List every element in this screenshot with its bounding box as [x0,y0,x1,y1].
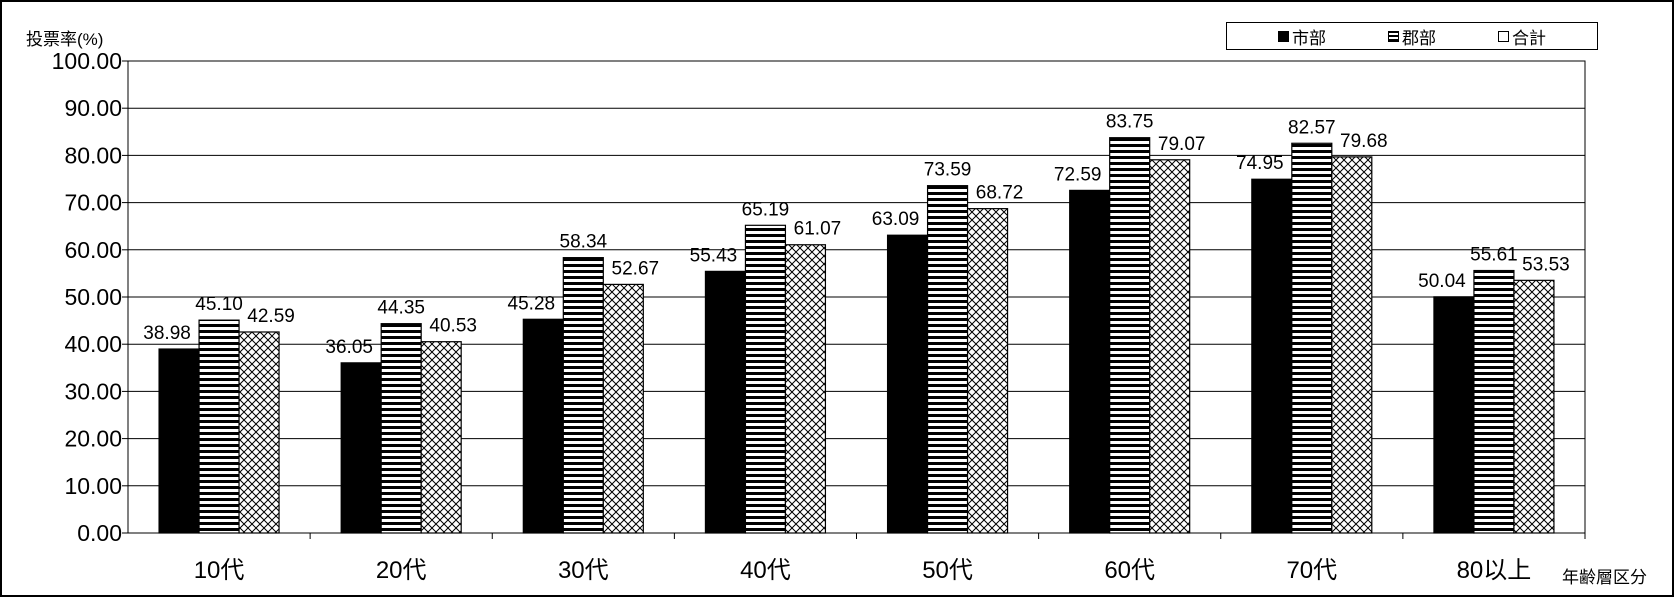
bar [784,244,827,534]
data-label: 55.61 [1470,245,1518,266]
solid-swatch-icon [1278,30,1289,42]
y-tick-label: 40.00 [64,331,122,357]
x-axis-title: 年齢層区分 [1562,568,1647,587]
data-label: 65.19 [742,199,790,220]
legend-item-total: 合計 [1498,24,1546,49]
x-axis: 10代 20代 30代 40代 50代 60代 70代 80以上 [194,533,1586,584]
bar [562,257,604,534]
bar [1513,279,1555,534]
bar [522,318,564,534]
data-label: 74.95 [1236,153,1284,174]
data-label: 58.34 [560,232,608,253]
data-label: 36.05 [325,337,373,358]
data-label: 45.10 [195,294,243,315]
data-label: 40.53 [429,316,477,337]
data-label: 63.09 [872,209,920,230]
bar [340,362,382,534]
legend-item-shibu: 市部 [1278,24,1326,49]
bar [1251,178,1293,534]
y-tick-label: 80.00 [64,142,122,168]
y-tick-label: 100.00 [52,48,122,74]
x-tick-label: 40代 [740,557,791,584]
bar [886,234,929,534]
y-tick-label: 20.00 [64,426,122,452]
data-label: 55.43 [690,245,738,266]
data-label: 44.35 [377,298,425,319]
bar [926,185,969,534]
bar [744,224,787,534]
y-tick-label: 50.00 [64,284,122,310]
bar [1069,189,1111,534]
data-label: 50.04 [1418,271,1466,292]
y-tick-label: 30.00 [64,378,122,404]
bar [158,348,200,534]
bar [238,331,280,534]
bar [1109,137,1151,534]
bar [420,341,462,534]
x-tick-label: 70代 [1286,557,1337,584]
data-label: 72.59 [1054,164,1102,185]
data-label: 45.28 [508,293,556,314]
x-tick-label: 20代 [376,557,427,584]
legend: 市部 郡部 合計 [1226,22,1598,50]
x-tick-label: 50代 [922,557,973,584]
data-label: 52.67 [612,258,660,279]
bar [602,283,644,534]
legend-label-shibu: 市部 [1292,28,1326,48]
data-label: 61.07 [794,219,842,240]
stripe-swatch-icon [1388,30,1399,42]
legend-label-total: 合計 [1512,28,1546,48]
data-label: 73.59 [924,160,972,181]
data-label: 42.59 [247,306,295,327]
x-tick-label: 60代 [1104,557,1155,584]
bar [1433,296,1475,534]
legend-item-gunbu: 郡部 [1388,24,1436,49]
bar [966,208,1009,534]
y-tick-label: 0.00 [77,520,122,546]
y-tick-label: 70.00 [64,190,122,216]
x-tick-label: 80以上 [1457,557,1532,584]
y-tick-label: 90.00 [64,95,122,121]
bar [380,323,422,534]
y-tick-label: 10.00 [64,473,122,499]
legend-label-gunbu: 郡部 [1402,28,1436,48]
data-label: 83.75 [1106,112,1154,133]
bar [1149,159,1191,534]
y-axis-title: 投票率(%) [26,30,104,49]
y-axis: 0.00 10.00 20.00 30.00 40.00 50.00 60.00 70.00 8… [52,48,128,546]
x-tick-label: 30代 [558,557,609,584]
bars [158,137,1555,534]
data-label: 79.68 [1340,131,1388,152]
bar [1291,142,1333,534]
data-label: 53.53 [1522,254,1570,275]
data-label: 82.57 [1288,117,1336,138]
hatch-swatch-icon [1498,30,1509,42]
x-tick-label: 10代 [194,557,245,584]
y-tick-label: 60.00 [64,237,122,263]
bar [1331,156,1373,534]
bar [198,319,240,534]
data-label: 68.72 [976,183,1024,204]
bar [1473,269,1515,534]
data-label: 79.07 [1158,134,1206,155]
data-label: 38.98 [143,323,191,344]
bar [704,270,747,534]
